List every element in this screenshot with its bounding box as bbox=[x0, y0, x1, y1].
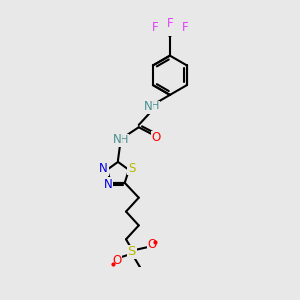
Text: O: O bbox=[147, 238, 157, 251]
Text: N: N bbox=[99, 162, 108, 175]
Text: O: O bbox=[152, 131, 161, 144]
Text: N: N bbox=[144, 100, 153, 113]
Text: H: H bbox=[151, 101, 159, 112]
Text: F: F bbox=[167, 17, 173, 30]
Text: H: H bbox=[120, 135, 128, 145]
Text: F: F bbox=[182, 21, 188, 34]
Text: N: N bbox=[103, 178, 112, 191]
Text: F: F bbox=[152, 21, 158, 34]
Text: S: S bbox=[128, 245, 136, 259]
Text: N: N bbox=[113, 134, 122, 146]
Text: O: O bbox=[112, 254, 122, 267]
Text: S: S bbox=[128, 161, 135, 175]
